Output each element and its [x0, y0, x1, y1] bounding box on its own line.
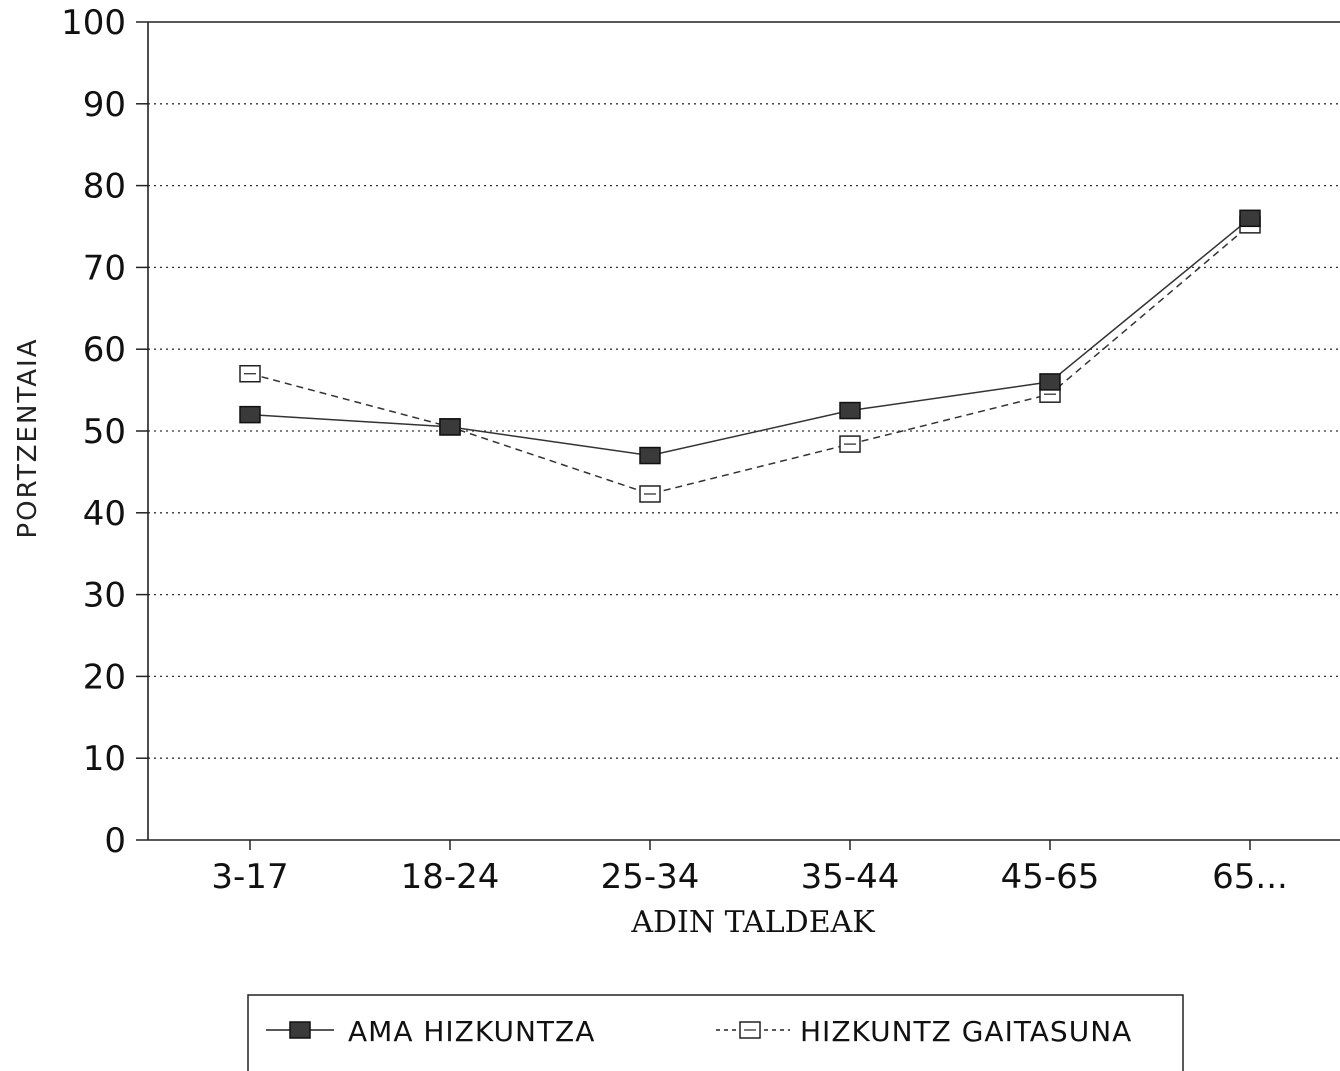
x-tick-labels: 3-17 18-24 25-34 35-44 45-65 65... — [211, 857, 1287, 897]
x-tick-label: 45-65 — [1001, 857, 1100, 897]
x-tick-label: 35-44 — [801, 857, 900, 897]
legend-marker-0 — [289, 1021, 311, 1039]
legend: AMA HIZKUNTZA HIZKUNTZ GAITASUNA — [247, 994, 1184, 1071]
axes — [136, 21, 1340, 850]
y-tick-label: 0 — [104, 821, 126, 861]
x-tick-label: 3-17 — [211, 857, 288, 897]
series-line-1 — [249, 224, 1251, 495]
y-axis-label: PORTZENTAIA — [13, 338, 43, 539]
y-tick-label: 10 — [83, 739, 126, 779]
y-tick-label: 30 — [83, 576, 126, 616]
series-group — [239, 209, 1261, 503]
data-point-filled — [239, 405, 261, 424]
data-point-filled — [1039, 373, 1061, 391]
data-point-filled — [839, 401, 861, 420]
y-tick-label: 60 — [83, 330, 126, 370]
x-tick-label: 65... — [1212, 857, 1288, 897]
legend-box — [247, 994, 1184, 1071]
legend-label-0: AMA HIZKUNTZA — [348, 1015, 595, 1048]
data-point-filled — [1239, 209, 1261, 228]
y-tick-label: 70 — [83, 248, 126, 288]
y-tick-label: 50 — [83, 412, 126, 452]
x-tick-label: 25-34 — [601, 857, 700, 897]
series-line-0 — [249, 217, 1251, 457]
x-tick-label: 18-24 — [401, 857, 500, 897]
y-tick-label: 40 — [83, 494, 126, 534]
y-tick-label: 90 — [83, 85, 126, 125]
data-point-filled — [439, 418, 461, 436]
data-point-filled — [639, 446, 661, 465]
y-tick-label: 100 — [61, 3, 126, 43]
y-tick-labels: 0 10 20 30 40 50 60 70 80 90 100 — [61, 3, 126, 861]
grid-lines — [148, 103, 1340, 759]
y-tick-label: 80 — [83, 167, 126, 207]
y-tick-label: 20 — [83, 657, 126, 697]
x-axis-label: ADIN TALDEAK — [630, 905, 875, 940]
legend-label-1: HIZKUNTZ GAITASUNA — [800, 1015, 1132, 1048]
legend-items: AMA HIZKUNTZA HIZKUNTZ GAITASUNA — [266, 1015, 1132, 1048]
